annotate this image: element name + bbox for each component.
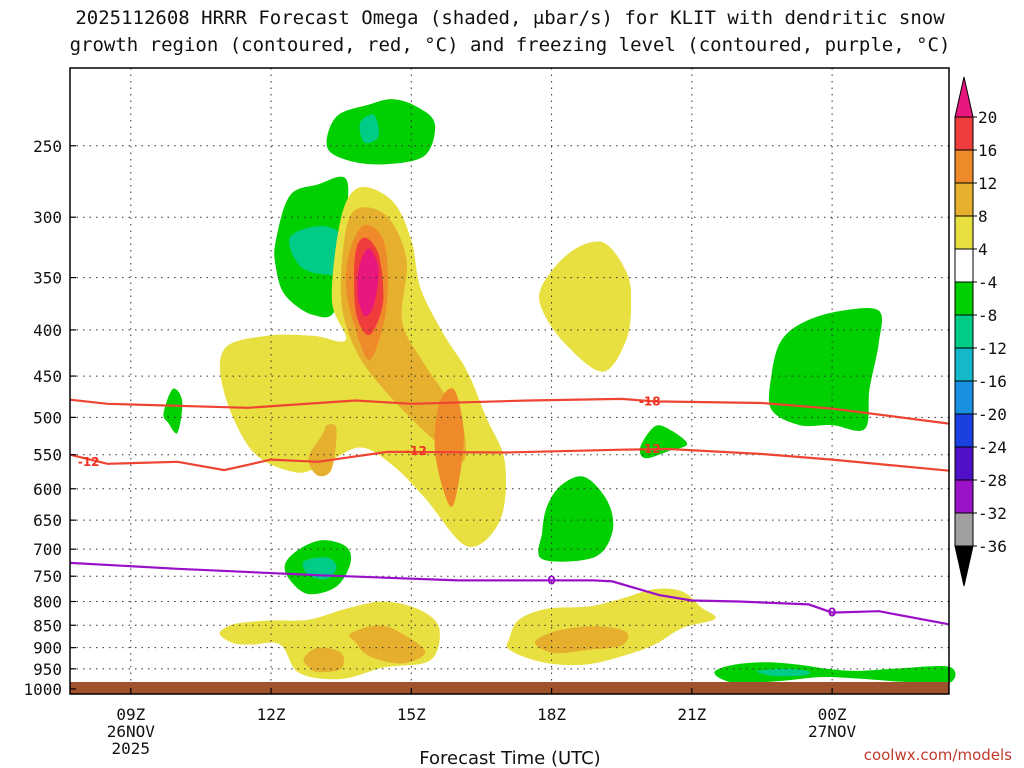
grid-lines (70, 68, 949, 694)
colorbar-swatch (954, 248, 974, 283)
omega-region-orange2-20 (303, 647, 345, 673)
y-tick-label: 300 (33, 208, 62, 227)
omega-region-teal-17 (302, 557, 337, 580)
y-tick-label: 550 (33, 446, 62, 465)
contour-label: -18 (639, 394, 661, 408)
x-tick-label: 12Z (257, 705, 286, 724)
colorbar-swatch (954, 116, 974, 151)
colorbar-label: 4 (978, 240, 988, 259)
omega-region-green-15 (538, 476, 614, 562)
colorbar-label: 16 (978, 141, 997, 160)
colorbar-label: 20 (978, 108, 997, 127)
colorbar-swatch (954, 182, 974, 217)
omega-region-yellow-4 (219, 186, 507, 547)
colorbar-label: -32 (978, 504, 1007, 523)
colorbar-swatch (954, 479, 974, 514)
omega-region-orange2-22 (534, 626, 629, 654)
contour-lines: -18 -12 -12 -12 0 0 (69, 394, 950, 626)
colorbar-label: -36 (978, 537, 1007, 556)
omega-region-teal-1 (288, 226, 348, 275)
colorbar-swatch (954, 314, 974, 349)
x-tick-label: 00Z (818, 705, 847, 724)
colorbar-swatch (954, 76, 974, 118)
y-tick-label: 500 (33, 408, 62, 427)
omega-region-teal-3 (359, 114, 379, 144)
dgz-line--12 (69, 447, 950, 472)
y-tick-label: 700 (33, 540, 62, 559)
y-tick-label: 1000 (23, 680, 62, 699)
colorbar-label: -16 (978, 372, 1007, 391)
colorbar-label: -12 (978, 339, 1007, 358)
y-axis: 250 300 350 400 450 500 550 600 650 700 750 800 850 9… (23, 137, 76, 699)
colorbar-swatch (954, 281, 974, 316)
y-tick-label: 950 (33, 660, 62, 679)
contour-label: 0 (828, 606, 836, 620)
contour-label: -12 (78, 455, 100, 469)
y-tick-label: 250 (33, 137, 62, 156)
y-tick-label: 900 (33, 639, 62, 658)
colorbar-label: -8 (978, 306, 997, 325)
x-tick-year: 2025 (112, 739, 151, 758)
freezing-level-line (69, 561, 950, 626)
credit-text[interactable]: coolwx.com/models (864, 746, 1012, 764)
colorbar-label: 8 (978, 207, 988, 226)
y-tick-label: 650 (33, 511, 62, 530)
dgz-line--18 (69, 397, 950, 425)
colorbar-label: -4 (978, 273, 997, 292)
y-tick-label: 600 (33, 480, 62, 499)
y-tick-label: 800 (33, 593, 62, 612)
x-tick-label: 21Z (677, 705, 706, 724)
colorbar-swatch (954, 380, 974, 415)
plot-frame (69, 67, 950, 695)
colorbar-swatch (954, 149, 974, 184)
omega-region-green-13 (768, 308, 883, 431)
x-tick-date: 27NOV (808, 722, 857, 741)
x-axis-label: Forecast Time (UTC) (419, 748, 600, 768)
colorbar-swatch (954, 413, 974, 448)
contour-label: -12 (639, 442, 661, 456)
omega-region-pink-10 (357, 248, 379, 317)
chart-title-line2: growth region (contoured, red, °C) and f… (70, 34, 951, 56)
omega-region-green-2 (326, 99, 436, 165)
contour-label: 0 (547, 573, 555, 587)
colorbar-label: 12 (978, 174, 997, 193)
x-tick-date: 26NOV (107, 722, 156, 741)
chart-title-line1: 2025112608 HRRR Forecast Omega (shaded, … (75, 7, 945, 29)
y-tick-label: 450 (33, 367, 62, 386)
colorbar-label: -20 (978, 405, 1007, 424)
y-tick-label: 750 (33, 567, 62, 586)
y-tick-label: 850 (33, 616, 62, 635)
omega-region-orange3-8 (434, 388, 464, 507)
contour-label: -12 (405, 444, 427, 458)
omega-region-orange2-5 (308, 423, 337, 477)
omega-region-yellow-12 (539, 241, 632, 372)
omega-region-green-23 (714, 662, 956, 684)
colorbar-label: -24 (978, 438, 1007, 457)
x-tick-label: 18Z (537, 705, 566, 724)
omega-shading (163, 99, 956, 684)
colorbar-label: -28 (978, 471, 1007, 490)
colorbar-swatch (954, 512, 974, 547)
colorbar-swatch (954, 347, 974, 382)
y-tick-label: 350 (33, 269, 62, 288)
x-tick-label: 15Z (397, 705, 426, 724)
y-tick-label: 400 (33, 321, 62, 340)
omega-region-teal-24 (755, 668, 811, 677)
colorbar-swatch (954, 215, 974, 250)
x-tick-label: 09Z (116, 705, 145, 724)
omega-region-green-11 (163, 388, 183, 434)
colorbar: 20 16 12 8 4 -4 -8 -12 -16 -20 -24 -28 -32 -36 (954, 76, 1007, 587)
omega-region-orange2-19 (349, 625, 426, 664)
colorbar-swatch (954, 446, 974, 481)
colorbar-swatch (954, 545, 974, 587)
ground-surface (70, 682, 949, 694)
